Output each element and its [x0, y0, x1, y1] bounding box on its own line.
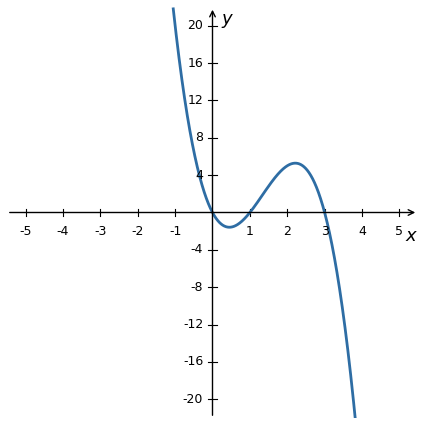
Text: -16: -16 — [183, 355, 203, 368]
Text: -2: -2 — [132, 225, 144, 238]
Text: 4: 4 — [358, 225, 366, 238]
Text: 8: 8 — [195, 131, 203, 144]
Text: 16: 16 — [187, 57, 203, 70]
Text: y: y — [222, 10, 232, 28]
Text: -3: -3 — [94, 225, 107, 238]
Text: -1: -1 — [169, 225, 181, 238]
Text: 2: 2 — [283, 225, 291, 238]
Text: 4: 4 — [195, 169, 203, 181]
Text: 12: 12 — [187, 94, 203, 107]
Text: 20: 20 — [187, 19, 203, 32]
Text: -5: -5 — [20, 225, 32, 238]
Text: -12: -12 — [183, 318, 203, 331]
Text: -20: -20 — [183, 393, 203, 406]
Text: 1: 1 — [246, 225, 254, 238]
Text: -8: -8 — [191, 281, 203, 294]
Text: -4: -4 — [57, 225, 69, 238]
Text: 5: 5 — [395, 225, 403, 238]
Text: -4: -4 — [191, 244, 203, 256]
Text: 3: 3 — [321, 225, 329, 238]
Text: x: x — [405, 227, 416, 244]
